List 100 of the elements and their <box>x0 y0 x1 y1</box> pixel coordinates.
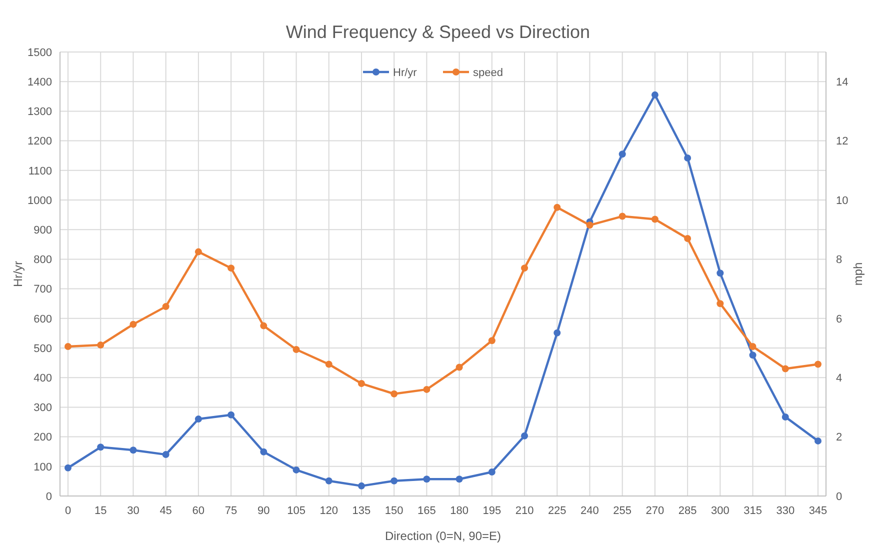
x-tick-label: 255 <box>613 505 632 517</box>
y-tick-label: 800 <box>34 254 52 266</box>
point <box>618 150 626 158</box>
x-axis-title: Direction (0=N, 90=E) <box>384 529 502 543</box>
y-tick-label: 1200 <box>28 136 52 148</box>
x-tick-label: 15 <box>94 505 107 517</box>
x-tick-label: 30 <box>127 505 140 517</box>
x-tick-label: 0 <box>64 505 72 517</box>
y2-tick-label: 2 <box>836 432 842 444</box>
point <box>292 346 300 353</box>
point <box>358 482 365 490</box>
y2-tick-label: 4 <box>836 372 842 384</box>
point <box>749 343 756 350</box>
point <box>325 360 332 368</box>
y-tick-label: 0 <box>46 490 52 503</box>
point <box>358 380 365 388</box>
point <box>488 337 496 344</box>
chart-title: Wind Frequency & Speed vs Direction <box>286 22 590 42</box>
y-tick-label: 1000 <box>28 194 52 207</box>
x-tick-label: 60 <box>192 505 205 517</box>
y-tick-label: 300 <box>34 402 52 414</box>
point <box>260 448 268 456</box>
y-tick-label: 400 <box>34 372 52 384</box>
x-tick-label: 120 <box>320 505 338 517</box>
point <box>684 154 692 162</box>
y-axis-title: Hr/yr <box>11 261 25 287</box>
point <box>97 444 104 451</box>
y-tick-label: 100 <box>34 461 52 474</box>
x-tick-label: 210 <box>515 505 534 517</box>
point <box>586 222 594 229</box>
point <box>423 476 430 483</box>
point <box>651 91 658 98</box>
y-tick-label: 1300 <box>28 106 52 118</box>
point <box>716 300 724 308</box>
x-tick-label: 150 <box>384 505 404 517</box>
x-tick-label: 165 <box>418 505 436 517</box>
point <box>64 343 72 350</box>
point <box>162 451 170 458</box>
point <box>228 411 235 418</box>
point <box>488 468 496 476</box>
y-tick-label: 1100 <box>28 165 52 178</box>
point <box>749 352 756 359</box>
y2-tick-label: 14 <box>836 76 848 88</box>
x-tick-label: 105 <box>287 505 306 517</box>
point <box>162 303 170 310</box>
point <box>554 204 561 211</box>
point <box>814 360 822 368</box>
y-tick-label: 500 <box>34 342 52 355</box>
x-tick-label: 45 <box>160 505 172 517</box>
point <box>260 322 268 330</box>
x-tick-label: 180 <box>450 505 468 517</box>
y-tick-label: 900 <box>34 224 52 236</box>
point <box>456 364 463 371</box>
point <box>194 416 202 423</box>
y-tick-label: 200 <box>34 432 52 444</box>
point <box>130 446 137 454</box>
point <box>684 234 692 242</box>
y2-tick-label: 10 <box>836 194 848 207</box>
x-tick-label: 315 <box>744 505 762 517</box>
point <box>423 386 430 393</box>
x-tick-label: 225 <box>548 505 566 517</box>
point <box>456 476 463 483</box>
point <box>64 464 72 472</box>
legend-label: speed <box>473 66 503 79</box>
point <box>194 248 202 256</box>
point <box>814 437 822 444</box>
x-tick-label: 90 <box>258 505 270 517</box>
x-tick-label: 345 <box>808 505 828 517</box>
y-tick-label: 1400 <box>28 76 52 88</box>
y-tick-label: 700 <box>34 284 52 296</box>
point <box>618 212 626 220</box>
x-tick-label: 285 <box>678 505 697 517</box>
point <box>782 365 789 372</box>
point <box>521 432 528 440</box>
y2-tick-label: 6 <box>836 313 842 326</box>
point <box>651 216 658 223</box>
point <box>782 413 789 420</box>
legend-label: Hr/yr <box>393 66 418 79</box>
x-tick-label: 75 <box>224 505 238 517</box>
y2-axis-title: mph <box>851 262 865 286</box>
x-tick-label: 195 <box>482 505 502 517</box>
point <box>97 342 104 349</box>
point <box>390 477 398 484</box>
point <box>521 264 528 272</box>
x-tick-label: 330 <box>776 505 795 517</box>
point <box>130 320 137 328</box>
point <box>390 390 398 398</box>
point <box>292 466 300 474</box>
x-tick-label: 300 <box>710 505 730 517</box>
point <box>325 477 332 484</box>
x-tick-label: 270 <box>646 505 664 517</box>
y2-tick-label: 0 <box>836 490 842 503</box>
point <box>554 329 561 336</box>
y-tick-label: 1500 <box>28 46 52 59</box>
point <box>716 270 724 277</box>
point <box>228 264 235 272</box>
x-tick-label: 240 <box>580 505 599 517</box>
y2-tick-label: 8 <box>836 254 842 266</box>
y-tick-label: 600 <box>34 313 52 326</box>
x-tick-label: 135 <box>352 505 371 517</box>
